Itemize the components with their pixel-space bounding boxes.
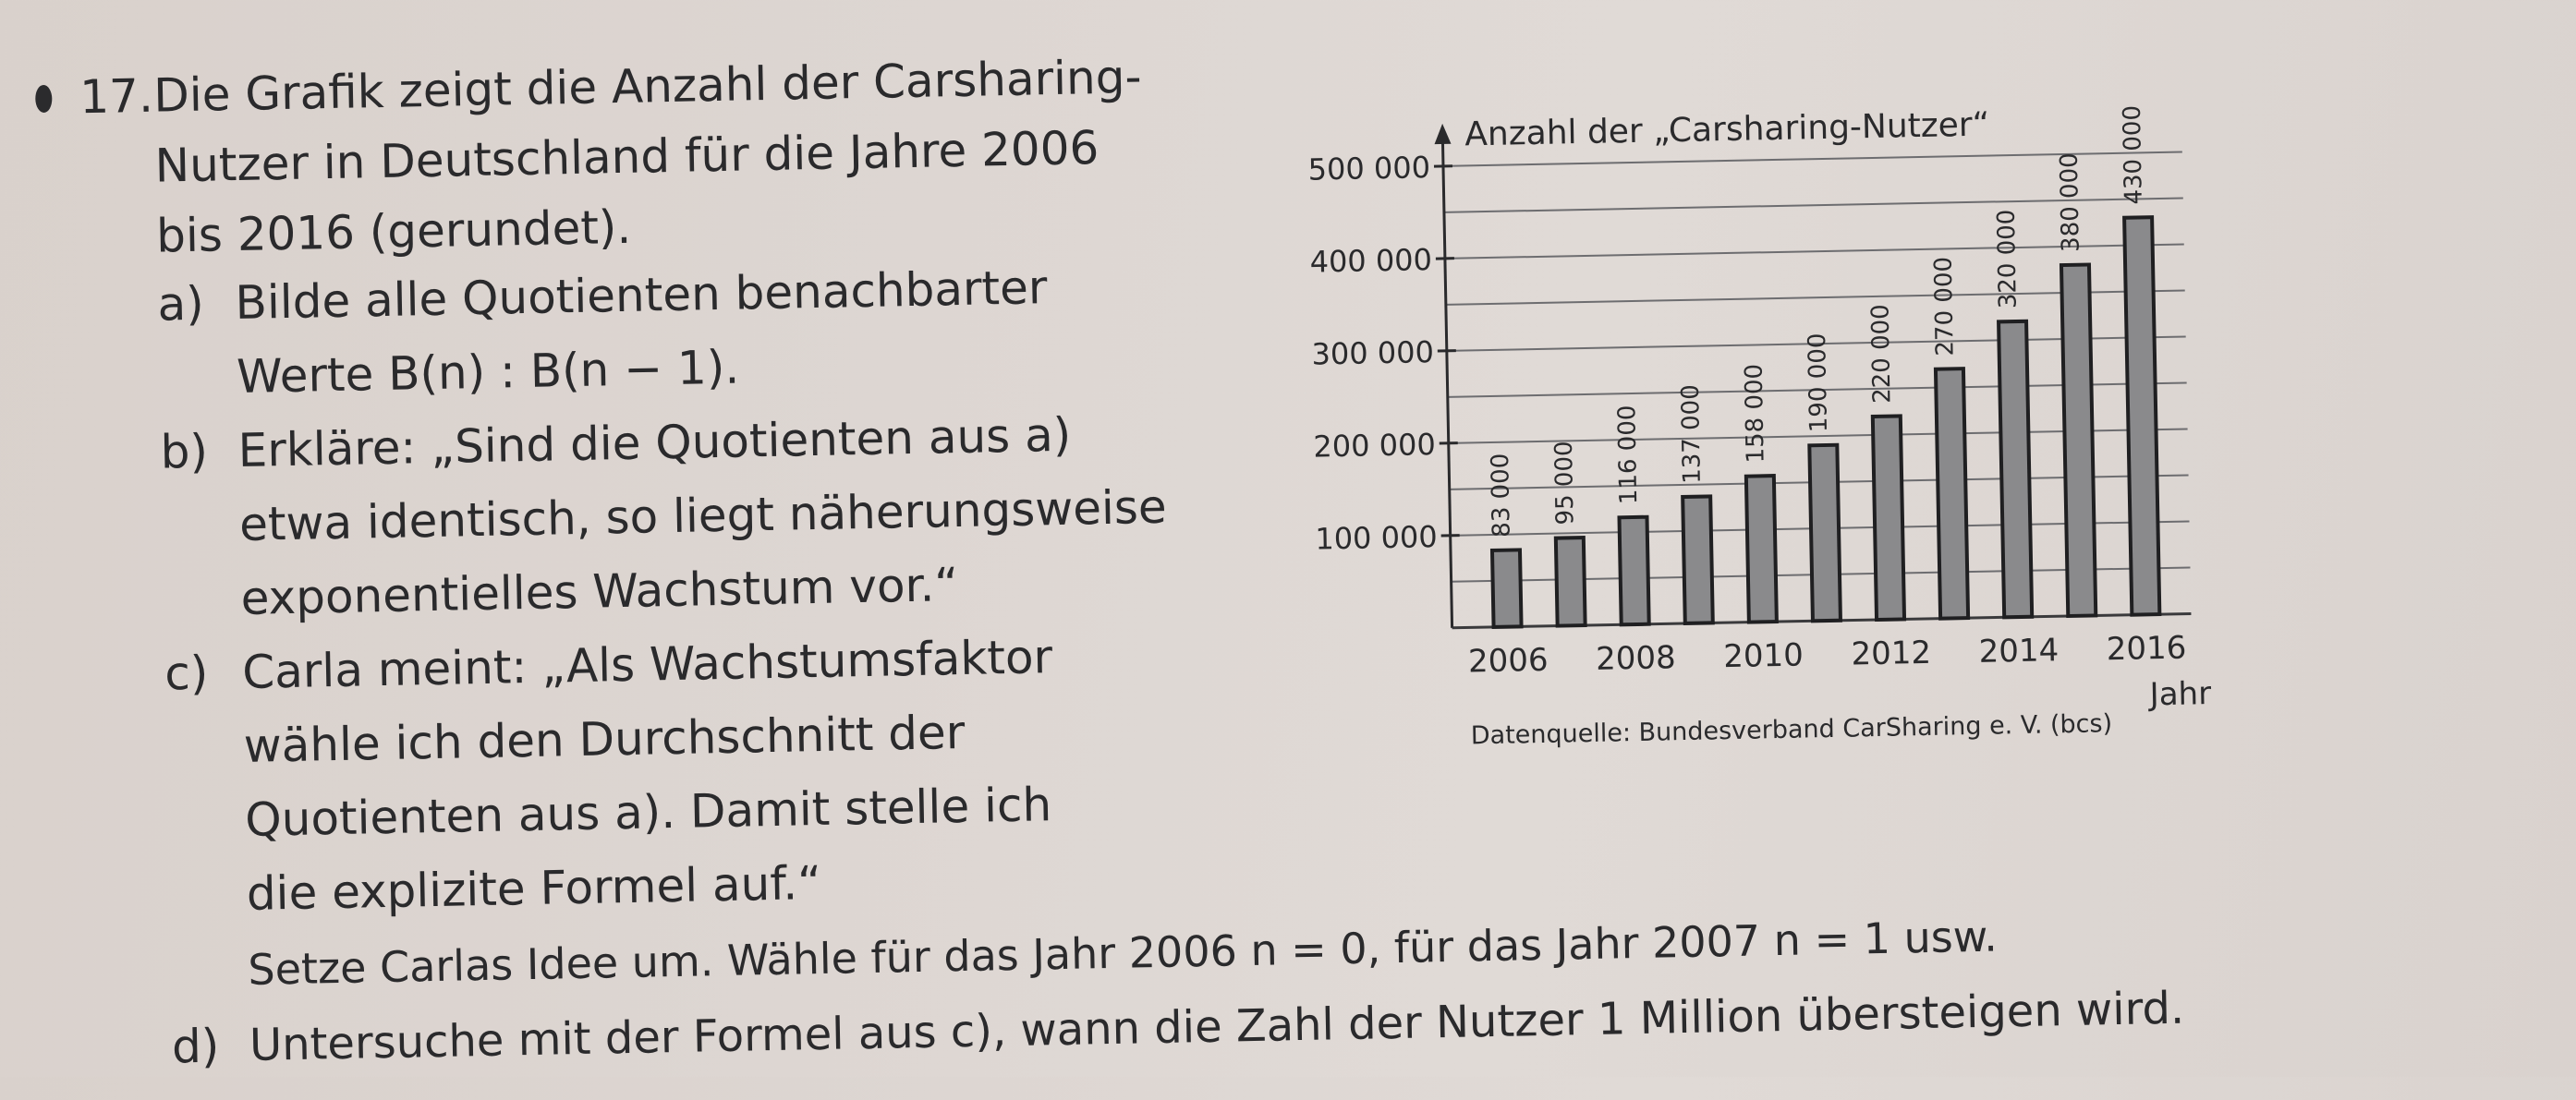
y-tick-label: 200 000 (1313, 427, 1436, 465)
bar-value-label: 137 000 (1677, 384, 1707, 484)
bar-2006 (1492, 550, 1522, 627)
bar-2016 (2124, 217, 2159, 614)
y-tick-label: 100 000 (1315, 519, 1438, 557)
bar-2012 (1873, 416, 1904, 620)
bar-2010 (1746, 476, 1777, 623)
task-number: 17. (79, 68, 154, 126)
y-tick-label: 500 000 (1307, 150, 1430, 187)
bar-2011 (1809, 445, 1841, 622)
intro-line-1: Die Grafik zeigt die Anzahl der Carshari… (153, 49, 1142, 124)
part-b-line-1: Erkläre: „Sind die Quotienten aus a) (237, 407, 1072, 478)
part-b-line-2: etwa identisch, so liegt näherungsweise (239, 479, 1168, 552)
carsharing-bar-chart: 100 000 200 000 300 000 400 000 500 000 Anzah… (1257, 67, 2249, 751)
bar-2014 (1999, 321, 2032, 618)
bar-value-label: 430 000 (2119, 105, 2148, 205)
bar-value-label: 158 000 (1741, 364, 1770, 464)
bar-value-label: 270 000 (1930, 257, 1960, 357)
x-tick-label: 2014 (1978, 632, 2059, 671)
y-axis-arrow-icon (1434, 124, 1451, 144)
part-a-line-1: Bilde alle Quotienten benachbarter (235, 260, 1048, 331)
bar-2015 (2061, 264, 2096, 616)
bar-value-label: 95 000 (1550, 441, 1580, 526)
intro-line-2: Nutzer in Deutschland für die Jahre 2006 (154, 120, 1100, 194)
y-tick-label: 300 000 (1311, 334, 1434, 372)
part-b-label: b) (160, 424, 208, 480)
intro-line-3: bis 2016 (gerundet). (156, 199, 632, 264)
part-c-line-2: wähle ich den Durchschnitt der (243, 705, 966, 774)
chart-canvas: 100 000 200 000 300 000 400 000 500 000 Anzah… (1257, 67, 2249, 751)
part-c-instruction: Setze Carlas Idee um. Wähle für das Jahr… (248, 909, 1998, 997)
x-tick-label: 2010 (1723, 637, 1804, 676)
x-tick-label: 2006 (1468, 642, 1549, 681)
bar-value-label: 116 000 (1613, 405, 1643, 504)
bar-value-label: 320 000 (1993, 209, 2023, 308)
part-a-label: a) (157, 276, 204, 332)
x-axis-label: Jahr (2147, 675, 2211, 713)
bar-2008 (1620, 517, 1649, 625)
part-c-line-3: Quotienten aus a). Damit stelle ich (245, 777, 1052, 848)
bar-value-label: 220 000 (1866, 304, 1896, 404)
chart-title: Anzahl der „Carsharing-Nutzer“ (1464, 106, 1990, 154)
part-a-line-2: Werte B(n) : B(n − 1). (237, 340, 740, 405)
x-tick-label: 2016 (2106, 630, 2186, 669)
part-c-label: c) (164, 646, 209, 702)
bar-2013 (1936, 369, 1968, 619)
x-tick-label: 2012 (1851, 635, 1931, 673)
part-c-line-1: Carla meint: „Als Wachstumsfaktor (242, 629, 1053, 700)
part-d-text: Untersuche mit der Formel aus c), wann d… (249, 981, 2184, 1073)
bar-value-label: 83 000 (1487, 453, 1516, 538)
part-d-label: d) (171, 1019, 219, 1075)
task-marker-icon (35, 85, 53, 113)
chart-source: Datenquelle: Bundesverband CarSharing e.… (1471, 709, 2113, 750)
bar-value-label: 380 000 (2056, 152, 2085, 252)
y-tick-label: 400 000 (1309, 242, 1432, 280)
x-tick-label: 2008 (1596, 639, 1676, 678)
bar-value-label: 190 000 (1804, 332, 1833, 432)
part-b-line-3: exponentielles Wachstum vor.“ (240, 557, 959, 626)
bar-2007 (1556, 538, 1586, 626)
bar-2009 (1683, 496, 1713, 623)
part-c-line-4: die explizite Formel auf.“ (246, 855, 821, 922)
